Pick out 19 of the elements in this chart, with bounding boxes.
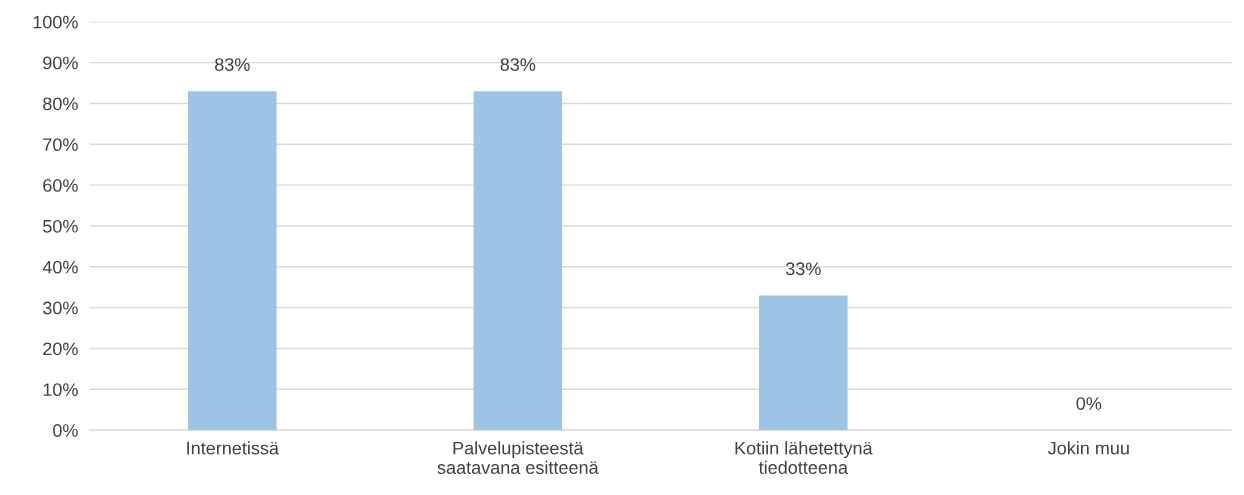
x-tick-label: Internetissä <box>187 441 279 455</box>
y-tick-label: 50% <box>43 219 78 233</box>
y-tick-label: 0% <box>53 424 78 437</box>
x-tick-label: Palvelupisteestä saatavana esitteenä <box>437 441 599 474</box>
data-label: 83% <box>215 58 250 71</box>
y-tick-label: 60% <box>43 179 78 192</box>
y-tick-label: 40% <box>42 260 78 274</box>
data-label: 0% <box>1076 397 1102 410</box>
data-label: 33% <box>785 262 821 276</box>
y-tick-label: 90% <box>43 56 78 70</box>
y-tick-label: 70% <box>43 138 78 152</box>
data-label: 83% <box>500 58 536 71</box>
y-tick-label: 10% <box>43 383 78 397</box>
y-tick-label: 80% <box>43 97 78 111</box>
y-tick-label: 30% <box>43 301 78 315</box>
y-tick-label: 100% <box>33 15 78 29</box>
y-tick-label: 20% <box>43 342 78 356</box>
x-tick-label: Kotiin lähetettynä tiedotteena <box>735 441 873 474</box>
x-tick-label: Jokin muu <box>1047 441 1129 455</box>
